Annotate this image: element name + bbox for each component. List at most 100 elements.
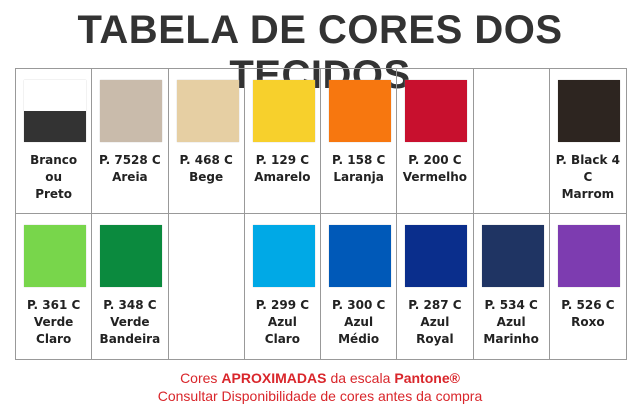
swatch	[252, 225, 315, 287]
label-line: Azul	[496, 315, 526, 329]
swatch	[481, 225, 544, 287]
label-line: Azul	[344, 315, 374, 329]
label: Branco ou Preto	[16, 152, 91, 203]
label: P. 526 C Roxo	[550, 297, 626, 331]
label: P. 300 C Azul Médio	[321, 297, 396, 348]
label-line: P. 361 C	[26, 298, 81, 312]
swatch-part	[252, 80, 315, 142]
label: P. 299 C Azul Claro	[245, 297, 320, 348]
swatch-part	[405, 80, 468, 142]
label-line: Vermelho	[402, 170, 467, 184]
cell: P. 299 C Azul Claro	[245, 214, 321, 359]
label: P. 348 C Verde Bandeira	[92, 297, 167, 348]
swatch-part	[329, 80, 391, 142]
label-line: Marrom	[561, 187, 615, 201]
label-line: P. 534 C	[484, 298, 538, 312]
label-line: P. 348 C	[103, 298, 157, 312]
footer-text: Pantone®	[394, 370, 460, 386]
label-line: Preto	[35, 187, 73, 201]
label-line: P. 300 C	[331, 298, 386, 312]
label-line: Bege	[189, 170, 224, 184]
cell	[169, 214, 245, 359]
swatch-part	[100, 225, 163, 287]
label-line: Verde	[110, 315, 150, 329]
cell: P. 526 C Roxo	[550, 214, 626, 359]
cell: P. Black 4 C Marrom	[549, 69, 626, 214]
swatch-part	[405, 225, 468, 287]
label-line: Royal	[416, 332, 454, 346]
label-line: Azul	[420, 315, 450, 329]
label-line: Claro	[36, 332, 72, 346]
label-line: Médio	[338, 332, 380, 346]
footer-text: da escala	[330, 370, 391, 386]
label-line: Verde	[33, 315, 74, 329]
color-table: Branco ou Preto P. 7528 C Areia P. 468 C Bege P…	[15, 68, 627, 360]
footer-text: Cores	[180, 370, 218, 386]
footer-text: APROXIMADAS	[221, 370, 327, 386]
label-line: P. Black 4 C	[555, 153, 621, 184]
swatch	[329, 225, 391, 287]
swatch-part	[24, 225, 86, 287]
label-line: P. 299 C	[255, 298, 310, 312]
label-line: Amarelo	[254, 170, 311, 184]
swatch-part	[24, 111, 86, 142]
swatch-part	[329, 225, 391, 287]
label-line: Marinho	[483, 332, 539, 346]
cell: P. 534 C Azul Marinho	[474, 214, 550, 359]
cell: P. 468 C Bege	[168, 69, 245, 214]
label-line: P. 158 C	[331, 153, 386, 167]
cell: Branco ou Preto	[16, 69, 93, 214]
swatch-part	[252, 225, 315, 287]
label-line: Areia	[112, 170, 148, 184]
label: P. Black 4 C Marrom	[550, 152, 626, 203]
label-line: P. 526 C	[561, 298, 615, 312]
swatch	[405, 80, 468, 142]
label-line: P. 468 C	[179, 153, 233, 167]
label-line: P. 200 C	[408, 153, 462, 167]
swatch	[100, 80, 163, 142]
label-line: Roxo	[571, 315, 605, 329]
swatch-part	[100, 80, 163, 142]
swatch	[329, 80, 391, 142]
cell: P. 348 C Verde Bandeira	[92, 214, 169, 359]
label-line: ou	[45, 170, 63, 184]
cell: P. 300 C Azul Médio	[321, 214, 398, 359]
cell: P. 129 C Amarelo	[244, 69, 321, 214]
label-line: P. 7528 C	[99, 153, 161, 167]
cell	[473, 69, 550, 214]
swatch	[557, 225, 620, 287]
swatch	[24, 225, 86, 287]
label-line: P. 129 C	[255, 153, 310, 167]
label: P. 468 C Bege	[169, 152, 244, 186]
label-line: P. 287 C	[408, 298, 462, 312]
cell: P. 200 C Vermelho	[397, 69, 474, 214]
label: P. 361 C Verde Claro	[16, 297, 91, 348]
swatch	[405, 225, 468, 287]
swatch-part	[557, 225, 620, 287]
label: P. 129 C Amarelo	[245, 152, 320, 186]
label-line: Azul	[267, 315, 297, 329]
swatch	[176, 80, 239, 142]
label-line: Laranja	[333, 170, 384, 184]
label: P. 7528 C Areia	[92, 152, 167, 186]
swatch-part	[176, 80, 239, 142]
swatch-part	[24, 80, 86, 111]
swatch	[24, 80, 86, 142]
cell: P. 361 C Verde Claro	[16, 214, 93, 359]
swatch-part	[557, 80, 620, 142]
cell: P. 158 C Laranja	[321, 69, 398, 214]
cell: P. 287 C Azul Royal	[397, 214, 474, 359]
label: P. 287 C Azul Royal	[397, 297, 472, 348]
label-line: Claro	[264, 332, 300, 346]
label-line: Bandeira	[99, 332, 161, 346]
swatch	[557, 80, 620, 142]
cell: P. 7528 C Areia	[92, 69, 169, 214]
label: P. 200 C Vermelho	[397, 152, 472, 186]
title: TABELA DE CORES DOS TECIDOS	[77, 8, 563, 97]
swatch	[100, 225, 163, 287]
label-line: Branco	[30, 153, 78, 167]
swatch	[252, 80, 315, 142]
label: P. 534 C Azul Marinho	[474, 297, 549, 348]
swatch-part	[481, 225, 544, 287]
